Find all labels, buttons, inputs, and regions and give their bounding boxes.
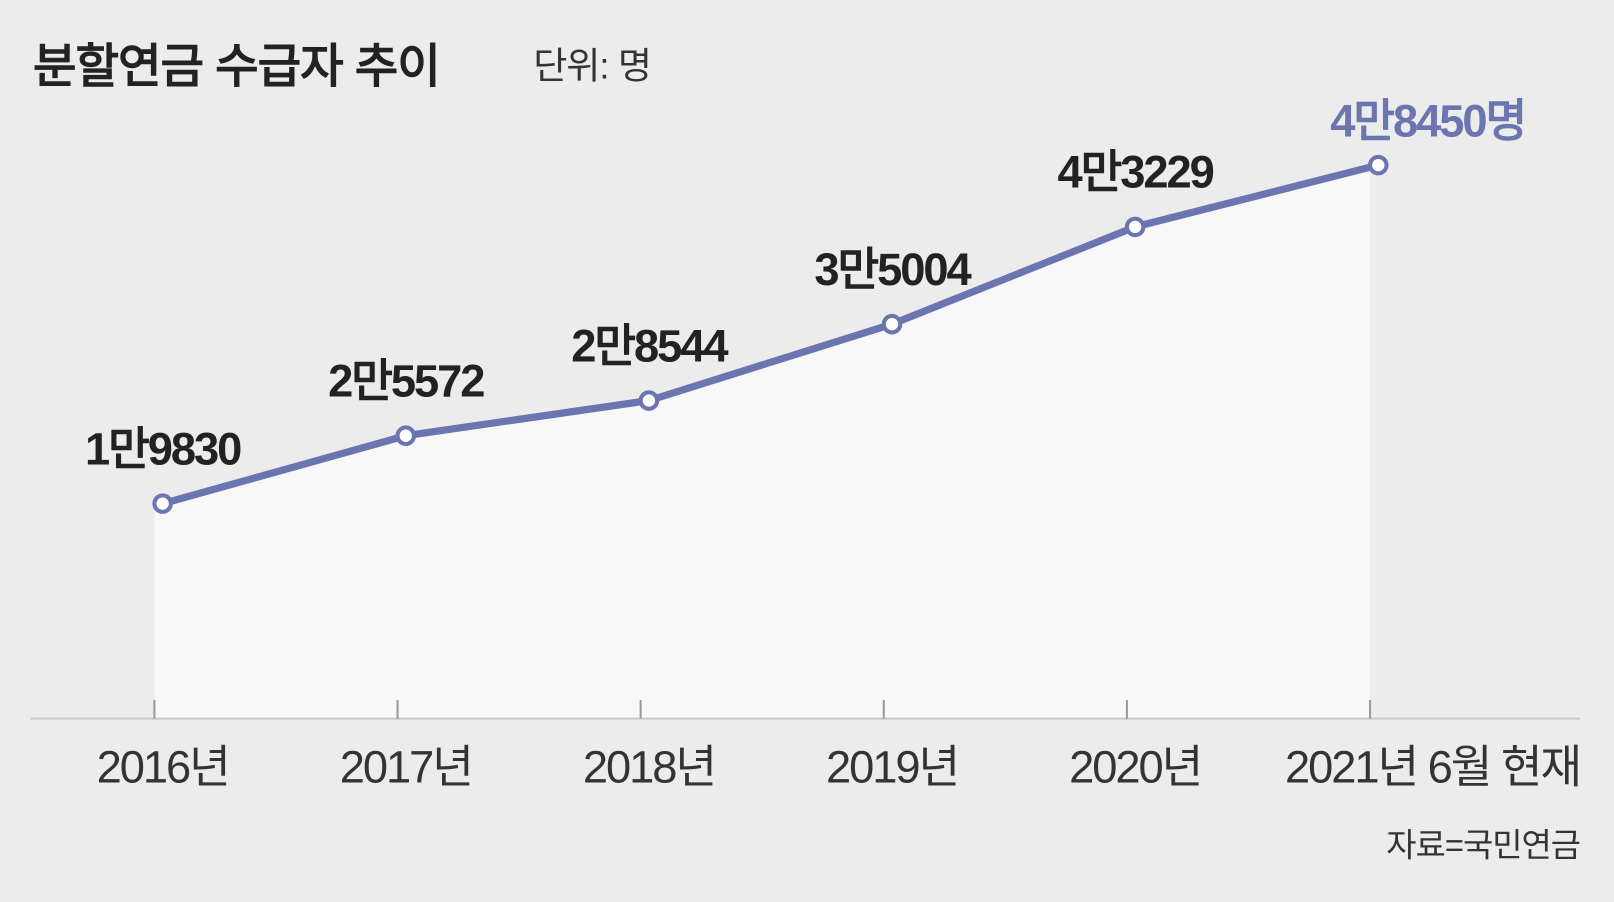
point [881,313,903,335]
point [152,493,173,514]
x-tick-label: 2017년 [340,741,472,792]
point [638,390,660,411]
x-tick-label: 2016년 [97,741,229,792]
chart-subtitle: 단위: 명 [533,44,651,86]
source: 자료=국민연금 [1386,827,1580,864]
area [154,165,1379,719]
x-tick-label: 2020년 [1069,741,1201,792]
data-label: 4만8450명 [1330,95,1525,146]
point [1124,216,1146,238]
data-label: 1만9830 [85,424,241,475]
data-label: 3만5004 [814,244,971,295]
x-tick-label: 2018년 [583,741,715,792]
chart-title: 분할연금 수급자 추이 [33,40,440,93]
line [161,161,1380,508]
data-label: 2만8544 [571,320,728,371]
point [395,425,417,447]
x-tick-label: 2019년 [826,741,958,792]
point [1367,154,1389,176]
x-tick-label: 2021년 6월 현재 [1285,741,1580,792]
data-label: 2만5572 [328,356,484,407]
data-label: 4만3229 [1058,147,1214,198]
